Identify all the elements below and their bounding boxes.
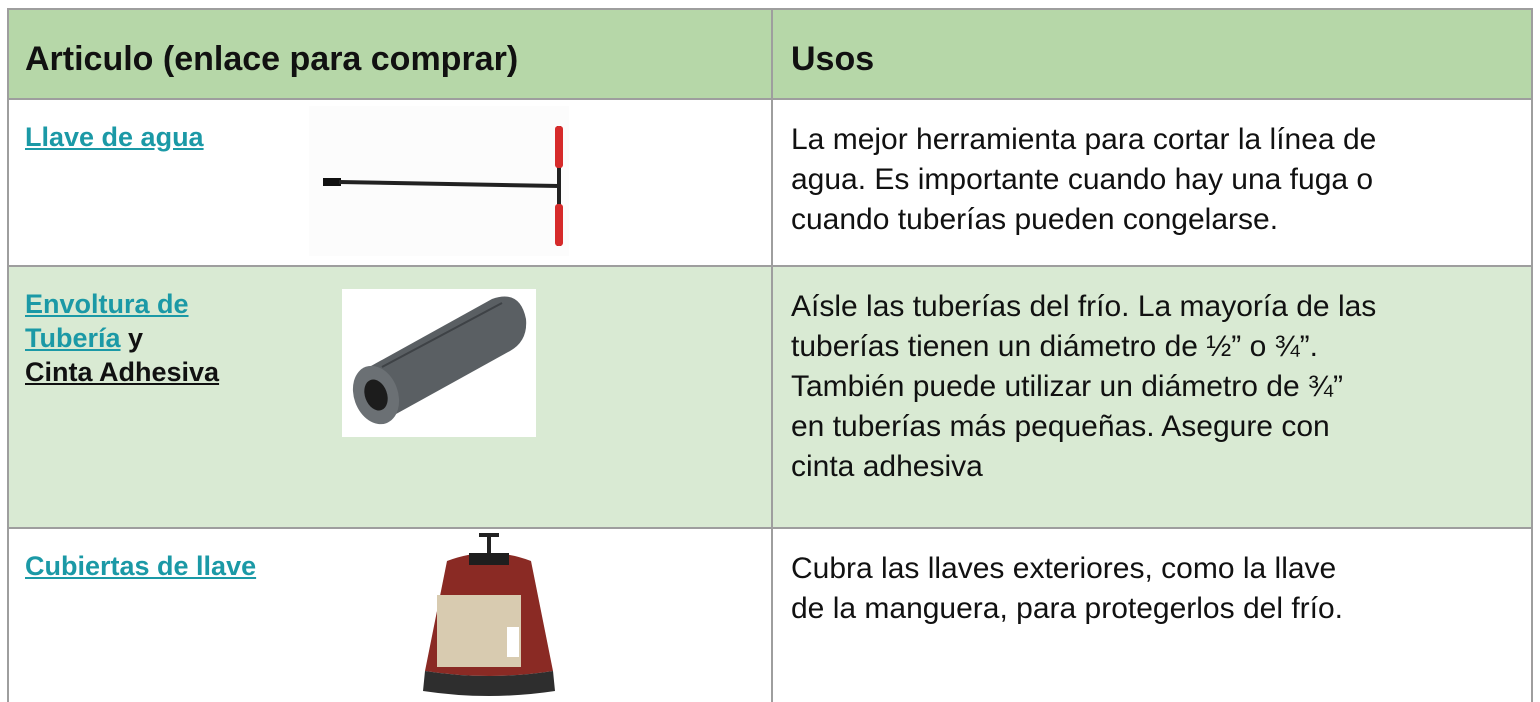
text-line: Aísle las tuberías del frío. La mayoría … [791,290,1377,323]
text-line: agua. Es importante cuando hay una fuga … [791,163,1374,196]
table: Articulo (enlace para comprar) Usos Llav… [7,8,1533,702]
text-line: Cubra las llaves exteriores, como la lla… [791,552,1337,585]
row: Envoltura de Tubería y Cinta Adhesiva Aís… [9,267,1533,529]
text-line: cuando tuberías pueden congelarse. [791,203,1279,236]
header-cell: Articulo (enlace para comprar) [25,40,519,78]
uses-cell: Aísle las tuberías del frío. La mayoría … [791,287,1376,487]
link[interactable]: Llave de agua [25,122,204,152]
wrench-image [309,106,569,256]
pipe-wrap-image [342,289,536,437]
header-row: Articulo (enlace para comprar) Usos [9,10,1533,100]
text-line: de la manguera, para protegerlos del frí… [791,592,1343,625]
row: Llave de agua La mejor herramienta para … [9,100,1533,267]
link[interactable]: Cubiertas de llave [25,551,257,581]
uses-cell: Cubra las llaves exteriores, como la lla… [791,549,1343,629]
text-line: en tuberías más pequeñas. Asegure con [791,410,1330,443]
uses-cell: La mejor herramienta para cortar la líne… [791,120,1376,240]
item-cell: Envoltura de Tubería y Cinta Adhesiva [25,287,275,389]
link[interactable]: Cinta Adhesiva [25,357,220,387]
item-cell: Cubiertas de llave [25,549,275,583]
item-cell: Llave de agua [25,120,275,154]
text-line: cinta adhesiva [791,450,983,483]
header-cell: Usos [791,40,875,78]
text: y [128,323,144,353]
text-line: tuberías tienen un diámetro de ½” o ¾”. [791,330,1318,363]
text-line: La mejor herramienta para cortar la líne… [791,123,1377,156]
text-line: También puede utilizar un diámetro de ¾” [791,370,1343,403]
link[interactable]: Envoltura de Tubería [25,289,189,353]
row: Cubiertas de llave Cubra las llaves exte… [9,529,1533,702]
faucet-cover-image [407,531,569,702]
